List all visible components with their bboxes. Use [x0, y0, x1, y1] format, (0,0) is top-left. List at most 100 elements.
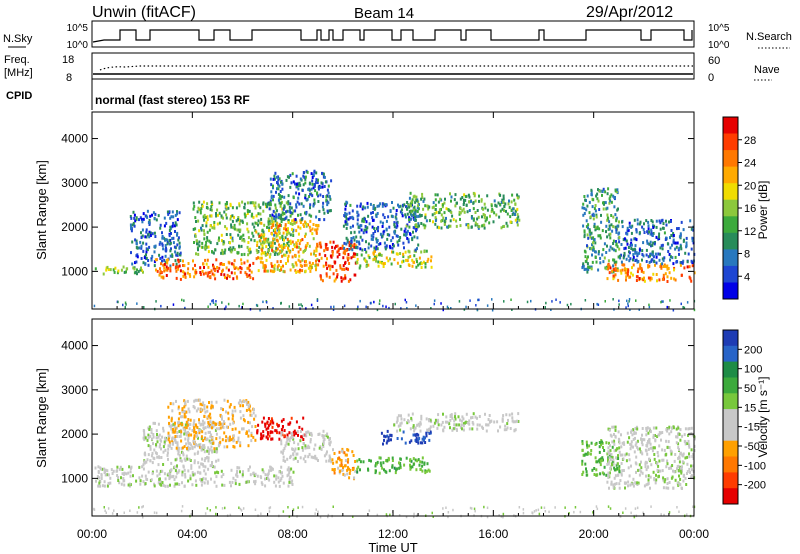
- echo-cell: [602, 260, 605, 264]
- echo-cell-scatter: [229, 513, 232, 517]
- echo-cell: [289, 185, 292, 189]
- echo-cell: [648, 438, 651, 441]
- echo-cell: [375, 254, 378, 258]
- echo-cell: [420, 197, 423, 201]
- echo-cell: [414, 215, 417, 219]
- y-tick-label: 4000: [61, 132, 88, 146]
- echo-cell: [107, 473, 110, 477]
- echo-cell: [134, 238, 137, 242]
- echo-cell: [476, 209, 479, 212]
- echo-cell: [173, 245, 176, 249]
- nave-tick-top: 60: [708, 55, 720, 67]
- echo-cell: [607, 259, 610, 263]
- echo-cell-scatter: [259, 309, 261, 312]
- echo-cell: [289, 211, 292, 214]
- echo-cell: [402, 252, 405, 256]
- echo-cell: [418, 224, 420, 228]
- echo-cell: [261, 468, 264, 472]
- echo-cell: [323, 218, 326, 222]
- echo-cell: [268, 248, 270, 252]
- echo-cell: [381, 234, 384, 238]
- echo-cell: [612, 264, 615, 268]
- echo-cell: [277, 213, 280, 217]
- echo-cell: [150, 478, 153, 482]
- echo-cell: [346, 240, 349, 244]
- echo-cell: [340, 276, 343, 280]
- echo-cell-scatter: [359, 299, 361, 303]
- echo-cell: [289, 233, 292, 237]
- echo-cell: [489, 214, 491, 218]
- echo-cell-scatter: [630, 511, 632, 515]
- echo-cell: [231, 480, 234, 484]
- echo-cell: [342, 472, 345, 476]
- echo-cell: [268, 255, 271, 259]
- echo-cell: [642, 278, 645, 282]
- echo-cell: [692, 237, 695, 241]
- echo-cell: [613, 476, 616, 480]
- echo-cell: [270, 241, 273, 245]
- echo-cell: [586, 257, 588, 261]
- echo-cell-scatter: [206, 507, 209, 510]
- echo-cell: [581, 206, 584, 210]
- echo-cell: [666, 477, 669, 481]
- echo-cell: [406, 201, 409, 204]
- echo-cell: [414, 212, 417, 216]
- echo-cell: [613, 248, 616, 252]
- echo-cell: [391, 236, 394, 240]
- echo-cell: [670, 466, 673, 470]
- echo-cell: [280, 428, 283, 432]
- echo-cell: [608, 441, 610, 445]
- echo-cell: [584, 462, 587, 466]
- echo-cell: [271, 430, 274, 434]
- echo-cell: [154, 421, 156, 425]
- echo-cell: [264, 473, 267, 477]
- echo-cell: [611, 460, 614, 464]
- echo-cell: [640, 460, 642, 464]
- echo-cell: [214, 277, 217, 281]
- echo-cell: [312, 456, 315, 460]
- echo-cell: [610, 193, 613, 197]
- echo-cell: [116, 465, 119, 469]
- echo-cell: [280, 268, 283, 272]
- echo-cell: [143, 435, 146, 438]
- echo-cell-scatter: [447, 307, 449, 310]
- echo-cell: [210, 404, 213, 408]
- echo-cell-scatter: [204, 512, 207, 515]
- echo-cell: [320, 181, 323, 185]
- echo-cell: [242, 414, 245, 418]
- colorbar-block: [723, 150, 738, 168]
- echo-cell: [614, 434, 617, 438]
- echo-cell: [602, 207, 605, 211]
- echo-cell: [647, 440, 649, 443]
- echo-cell: [662, 486, 665, 490]
- echo-cell-scatter: [458, 300, 461, 303]
- echo-cell: [277, 252, 280, 256]
- echo-cell: [373, 226, 376, 230]
- echo-cell: [645, 429, 648, 433]
- echo-cell-scatter: [292, 508, 295, 511]
- echo-cell: [295, 205, 298, 209]
- echo-cell: [153, 448, 156, 452]
- echo-cell: [606, 216, 609, 220]
- echo-cell: [302, 442, 305, 445]
- echo-cell: [690, 448, 693, 452]
- echo-cell: [633, 450, 636, 454]
- echo-cell: [666, 462, 669, 466]
- echo-cell: [268, 241, 271, 245]
- echo-cell: [220, 407, 223, 411]
- echo-cell: [588, 200, 591, 204]
- echo-cell: [688, 265, 691, 269]
- echo-cell: [656, 461, 659, 465]
- echo-cell: [324, 180, 327, 184]
- cpid-text: normal (fast stereo) 153 RF: [95, 93, 250, 107]
- echo-cell: [344, 252, 347, 256]
- echo-cell: [177, 267, 180, 271]
- echo-cell: [247, 434, 250, 438]
- echo-cell: [435, 210, 438, 214]
- echo-cell: [608, 197, 611, 201]
- echo-cell: [409, 466, 412, 470]
- echo-cell: [291, 240, 294, 244]
- echo-cell: [123, 479, 126, 483]
- echo-cell: [641, 443, 644, 447]
- echo-cell: [267, 217, 270, 221]
